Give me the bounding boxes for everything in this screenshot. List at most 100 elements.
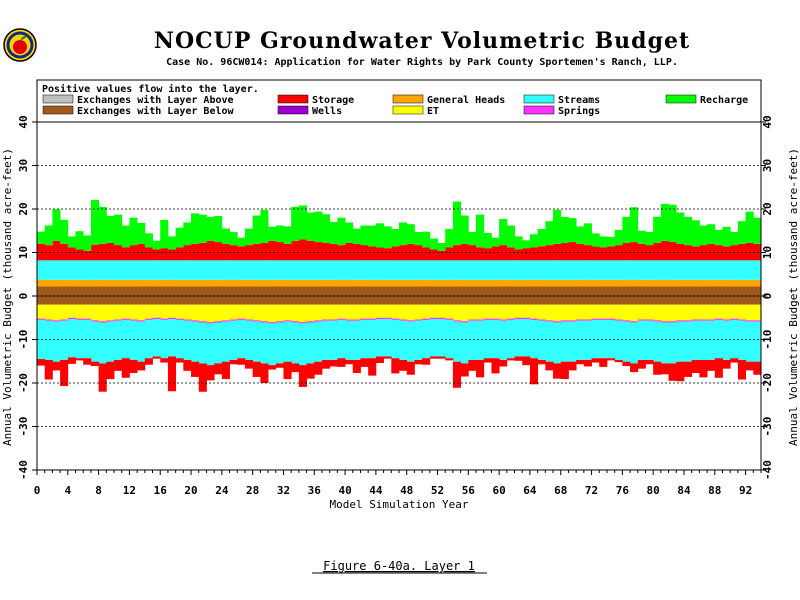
y-tick-label: -10: [761, 330, 774, 350]
bar-segment: [275, 225, 284, 243]
bar-segment: [244, 260, 254, 280]
bar-segment: [553, 363, 562, 379]
bar-segment: [545, 296, 554, 305]
bar-segment: [745, 304, 754, 321]
bar-segment: [622, 279, 631, 287]
bar-segment: [375, 317, 384, 320]
bar-segment: [491, 260, 500, 280]
bar-segment: [67, 357, 76, 364]
bar-segment: [707, 296, 716, 305]
bar-segment: [183, 319, 192, 321]
bar-segment: [606, 279, 616, 287]
bar-segment: [722, 226, 731, 247]
bar-segment: [144, 304, 153, 319]
bar-segment: [568, 286, 577, 296]
bar-segment: [653, 361, 662, 375]
bar-segment: [314, 286, 323, 296]
legend-swatch: [523, 94, 555, 104]
bar-segment: [722, 260, 731, 280]
bar-segment: [722, 279, 731, 287]
bar-segment: [121, 247, 130, 261]
bar-segment: [506, 319, 515, 359]
bar-segment: [283, 321, 292, 362]
bar-segment: [129, 286, 138, 296]
bar-segment: [67, 304, 76, 318]
bar-segment: [414, 320, 423, 360]
bar-segment: [753, 217, 762, 244]
bar-segment: [260, 321, 269, 323]
legend-swatch: [665, 94, 697, 104]
bar-segment: [568, 279, 577, 287]
y-tick-label: -40: [761, 460, 774, 480]
bar-segment: [422, 318, 431, 320]
bar-segment: [445, 247, 454, 261]
bar-segment: [383, 296, 392, 305]
bar-segment: [606, 236, 616, 247]
bar-segment: [137, 243, 146, 261]
bar-segment: [553, 260, 562, 280]
bar-segment: [244, 319, 254, 321]
y-tick-label: 40: [761, 115, 774, 128]
bar-segment: [429, 304, 438, 318]
bar-segment: [352, 296, 361, 305]
bar-segment: [630, 207, 639, 243]
bar-segment: [737, 296, 746, 305]
bar-segment: [144, 247, 153, 261]
bar-segment: [67, 286, 76, 296]
bar-segment: [260, 296, 269, 305]
bar-segment: [60, 219, 69, 244]
bar-segment: [499, 260, 508, 280]
bar-segment: [198, 214, 207, 243]
bar-segment: [191, 213, 200, 244]
bar-segment: [368, 358, 377, 376]
bar-segment: [44, 225, 53, 246]
bar-segment: [90, 304, 100, 321]
bar-segment: [637, 319, 646, 321]
bar-segment: [483, 358, 492, 363]
bar-segment: [468, 320, 477, 360]
bar-segment: [268, 286, 277, 296]
bar-segment: [152, 304, 161, 318]
y-axis-label-left: Annual Volumetric Budget (thousand acre-…: [1, 148, 14, 446]
bar-segment: [252, 260, 261, 280]
bar-segment: [229, 304, 238, 320]
bar-segment: [452, 304, 462, 321]
bar-segment: [429, 286, 438, 296]
bar-segment: [637, 296, 646, 305]
bar-segment: [722, 319, 731, 321]
bar-segment: [329, 296, 338, 305]
bar-segment: [291, 363, 300, 373]
bar-segment: [506, 225, 515, 248]
bar-segment: [214, 260, 223, 280]
bar-segment: [206, 240, 215, 261]
bar-segment: [321, 242, 331, 261]
bar-segment: [606, 260, 616, 280]
bar-segment: [206, 323, 215, 366]
bar-segment: [152, 249, 161, 261]
bar-segment: [637, 286, 646, 296]
bar-segment: [283, 226, 292, 244]
bar-segment: [745, 361, 754, 371]
legend-swatch: [392, 94, 424, 104]
bar-segment: [114, 214, 123, 246]
bar-segment: [229, 319, 238, 321]
bar-segment: [337, 217, 346, 246]
bar-segment: [545, 279, 554, 287]
bar-segment: [683, 245, 693, 261]
chart-subtitle: Case No. 96CW014: Application for Water …: [166, 56, 678, 68]
bar-segment: [514, 317, 523, 320]
bar-segment: [668, 322, 677, 364]
bar-segment: [275, 286, 284, 296]
bar-segment: [160, 358, 169, 363]
bar-segment: [106, 215, 115, 243]
bar-segment: [653, 260, 662, 280]
bar-segment: [399, 320, 408, 360]
bar-segment: [52, 296, 61, 305]
bar-segment: [483, 279, 492, 287]
bar-segment: [268, 296, 277, 305]
bar-segment: [352, 228, 361, 244]
bar-segment: [137, 320, 146, 322]
bar-segment: [67, 319, 76, 358]
bar-segment: [291, 322, 300, 364]
